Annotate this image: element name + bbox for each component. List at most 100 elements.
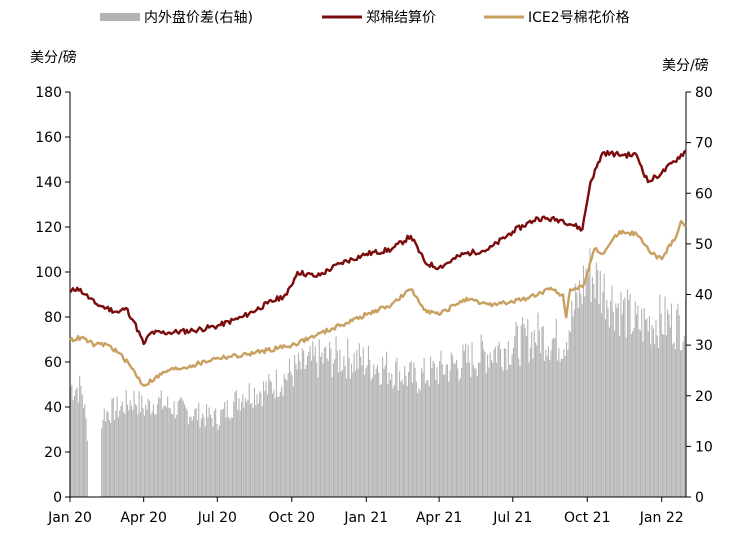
spread-bar <box>494 347 496 497</box>
spread-bar <box>536 345 538 497</box>
spread-bar <box>516 325 518 497</box>
spread-bar <box>572 316 574 497</box>
spread-bar <box>162 408 164 497</box>
spread-bar <box>373 364 375 497</box>
spread-bar <box>136 405 138 497</box>
spread-bar <box>348 357 350 497</box>
spread-bar <box>663 334 665 497</box>
spread-bar <box>211 417 213 497</box>
spread-bar <box>383 368 385 497</box>
spread-bar <box>538 330 540 497</box>
spread-bar <box>626 289 628 497</box>
spread-bar <box>616 308 618 497</box>
spread-bar <box>389 379 391 497</box>
spread-bar <box>141 395 143 497</box>
spread-bar <box>404 366 406 497</box>
spread-bar <box>490 360 492 497</box>
spread-bar <box>261 406 263 497</box>
spread-bar <box>439 361 441 497</box>
spread-bar <box>658 348 660 497</box>
spread-bar <box>636 314 638 497</box>
spread-bar <box>287 373 289 497</box>
spread-bar <box>253 387 255 497</box>
series-line-1 <box>69 219 687 387</box>
spread-bar <box>203 417 205 497</box>
spread-bar <box>474 368 476 497</box>
spread-bar <box>669 327 671 497</box>
spread-bar <box>204 426 206 497</box>
spread-bar <box>660 313 662 497</box>
spread-bar <box>339 349 341 497</box>
spread-bar <box>411 382 413 497</box>
spread-bar <box>550 350 552 497</box>
spread-bar <box>295 363 297 497</box>
spread-bar <box>285 378 287 497</box>
spread-bar <box>209 414 211 497</box>
spread-bar <box>546 356 548 497</box>
spread-bar <box>584 296 586 497</box>
spread-bar <box>307 356 309 497</box>
spread-bar <box>610 301 612 497</box>
spread-bar <box>365 368 367 497</box>
spread-bar <box>525 336 527 497</box>
spread-bar <box>117 417 119 497</box>
spread-bar <box>296 369 298 497</box>
right-tick-label: 80 <box>695 85 713 101</box>
spread-bar <box>559 361 561 497</box>
spread-bar <box>577 307 579 497</box>
series-line-0 <box>69 149 687 346</box>
spread-bar <box>216 424 218 497</box>
spread-bar <box>581 303 583 497</box>
spread-bar <box>471 342 473 497</box>
spread-bar <box>364 375 366 497</box>
spread-bar <box>406 386 408 497</box>
spread-bar <box>436 367 438 497</box>
spread-bar <box>427 380 429 497</box>
spread-bar <box>555 318 557 497</box>
spread-bar <box>116 396 118 497</box>
x-tick-label: Apr 21 <box>416 510 462 526</box>
spread-bar <box>379 385 381 497</box>
spread-bar <box>155 414 157 497</box>
left-tick-label: 140 <box>35 175 62 191</box>
spread-bar <box>446 364 448 497</box>
spread-bar <box>401 379 403 497</box>
spread-bar <box>133 390 135 497</box>
right-tick-label: 20 <box>695 389 713 405</box>
spread-bar <box>586 277 588 497</box>
spread-bar <box>507 340 509 497</box>
spread-bar <box>650 344 652 497</box>
spread-bar <box>462 344 464 497</box>
spread-bar <box>329 341 331 497</box>
left-tick-label: 60 <box>44 355 62 371</box>
spread-bar <box>620 292 622 497</box>
spread-bar <box>297 352 299 497</box>
spread-bar <box>428 386 430 497</box>
spread-bar <box>330 348 332 497</box>
spread-bar <box>111 399 113 497</box>
spread-bar <box>595 262 597 497</box>
spread-bar <box>242 394 244 497</box>
spread-bar <box>237 409 239 497</box>
spread-bar <box>125 390 127 497</box>
spread-bar <box>238 398 240 497</box>
spread-bar <box>303 350 305 497</box>
spread-bar <box>374 374 376 497</box>
spread-bar <box>402 384 404 497</box>
spread-bar <box>119 410 121 497</box>
spread-bar <box>79 375 81 497</box>
spread-bar <box>195 408 197 497</box>
spread-bar <box>202 413 204 497</box>
spread-bar <box>198 402 200 497</box>
spread-bar <box>475 368 477 497</box>
spread-bar <box>642 341 644 497</box>
spread-bar <box>221 409 223 497</box>
spread-bar <box>452 355 454 497</box>
spread-bar <box>476 376 478 497</box>
spread-bar <box>86 440 88 497</box>
spread-bar <box>371 377 373 497</box>
spread-bar <box>512 347 514 497</box>
spread-bar <box>338 372 340 497</box>
spread-bar <box>588 274 590 497</box>
